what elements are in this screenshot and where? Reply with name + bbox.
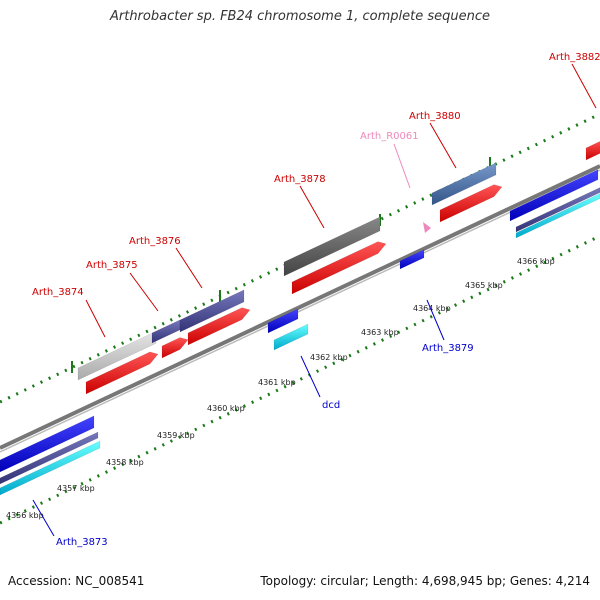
- gene-label: Arth_3880: [409, 111, 461, 122]
- accession-label: Accession: NC_008541: [8, 574, 145, 588]
- gene-label: Arth_3878: [274, 174, 326, 185]
- gene-leader-line: [32, 499, 55, 537]
- scale-label: 4360 kbp: [207, 404, 245, 413]
- gene-box-arth-3876: [179, 289, 245, 333]
- gene-label: Arth_3873: [56, 537, 108, 548]
- gene-label: dcd: [322, 400, 340, 411]
- gene-box-right-blue: [509, 169, 599, 222]
- gene-arrow-arth-3878: [291, 241, 387, 295]
- scale-label: 4366 kbp: [517, 257, 555, 266]
- gene-leader-line: [85, 299, 106, 338]
- gene-arrow-arth-3882: [585, 141, 600, 161]
- backbone-highlight: [0, 169, 600, 453]
- gene-label: Arth_R0061: [360, 131, 419, 142]
- gene-arrow-arth-3876: [187, 307, 251, 346]
- scale-label: 4358 kbp: [106, 458, 144, 467]
- scale-label: 4362 kbp: [310, 353, 348, 362]
- scale-label: 4359 kbp: [157, 431, 195, 440]
- gene-box-dcd: [273, 323, 309, 351]
- scale-label: 4364 kbp: [413, 304, 451, 313]
- gene-leader-line: [393, 143, 411, 189]
- gene-leader-line: [175, 247, 203, 289]
- scale-label: 4363 kbp: [361, 328, 399, 337]
- gene-label: Arth_3874: [32, 287, 84, 298]
- gene-box-arth-3878: [283, 216, 381, 277]
- scale-label: 4361 kbp: [258, 378, 296, 387]
- gene-box-arth-3879: [399, 249, 425, 270]
- scale-label: 4357 kbp: [57, 484, 95, 493]
- gene-label: Arth_3882: [549, 52, 600, 63]
- scale-label: 4356 kbp: [6, 511, 44, 520]
- gene-stripe-arth-3873: [0, 431, 99, 485]
- gene-leader-line: [300, 355, 321, 398]
- gene-box-arth-3880: [431, 162, 497, 206]
- gene-leader-line: [429, 122, 457, 169]
- gene-label: Arth_3879: [422, 343, 474, 354]
- gene-stripe-right: [515, 187, 600, 233]
- gene-leader-line: [129, 272, 159, 312]
- gene-arrow-arth-3875: [161, 337, 189, 359]
- gene-arrow-arth-3874: [85, 351, 159, 395]
- topology-summary: Topology: circular; Length: 4,698,945 bp…: [260, 574, 590, 588]
- gene-leader-line: [426, 299, 445, 341]
- gene-stripe-cyan-arth-3873: [0, 440, 101, 496]
- gene-box-arth-3879-upper: [267, 308, 299, 334]
- gene-label: Arth_3875: [86, 260, 138, 271]
- gene-box-arth-3874: [77, 330, 157, 381]
- gene-arrow-arth-3880: [439, 184, 503, 223]
- map-title: Arthrobacter sp. FB24 chromosome 1, comp…: [109, 9, 491, 24]
- gene-label: Arth_3876: [129, 236, 181, 247]
- scale-label: 4365 kbp: [465, 281, 503, 290]
- trna-marker-arth-r0061: [423, 222, 431, 233]
- backbone-line: [0, 164, 600, 450]
- gene-leader-line: [299, 185, 325, 229]
- gene-leader-line: [571, 63, 597, 109]
- gene-box-arth-3873: [0, 415, 95, 473]
- gene-stripe-cyan-right: [515, 193, 600, 239]
